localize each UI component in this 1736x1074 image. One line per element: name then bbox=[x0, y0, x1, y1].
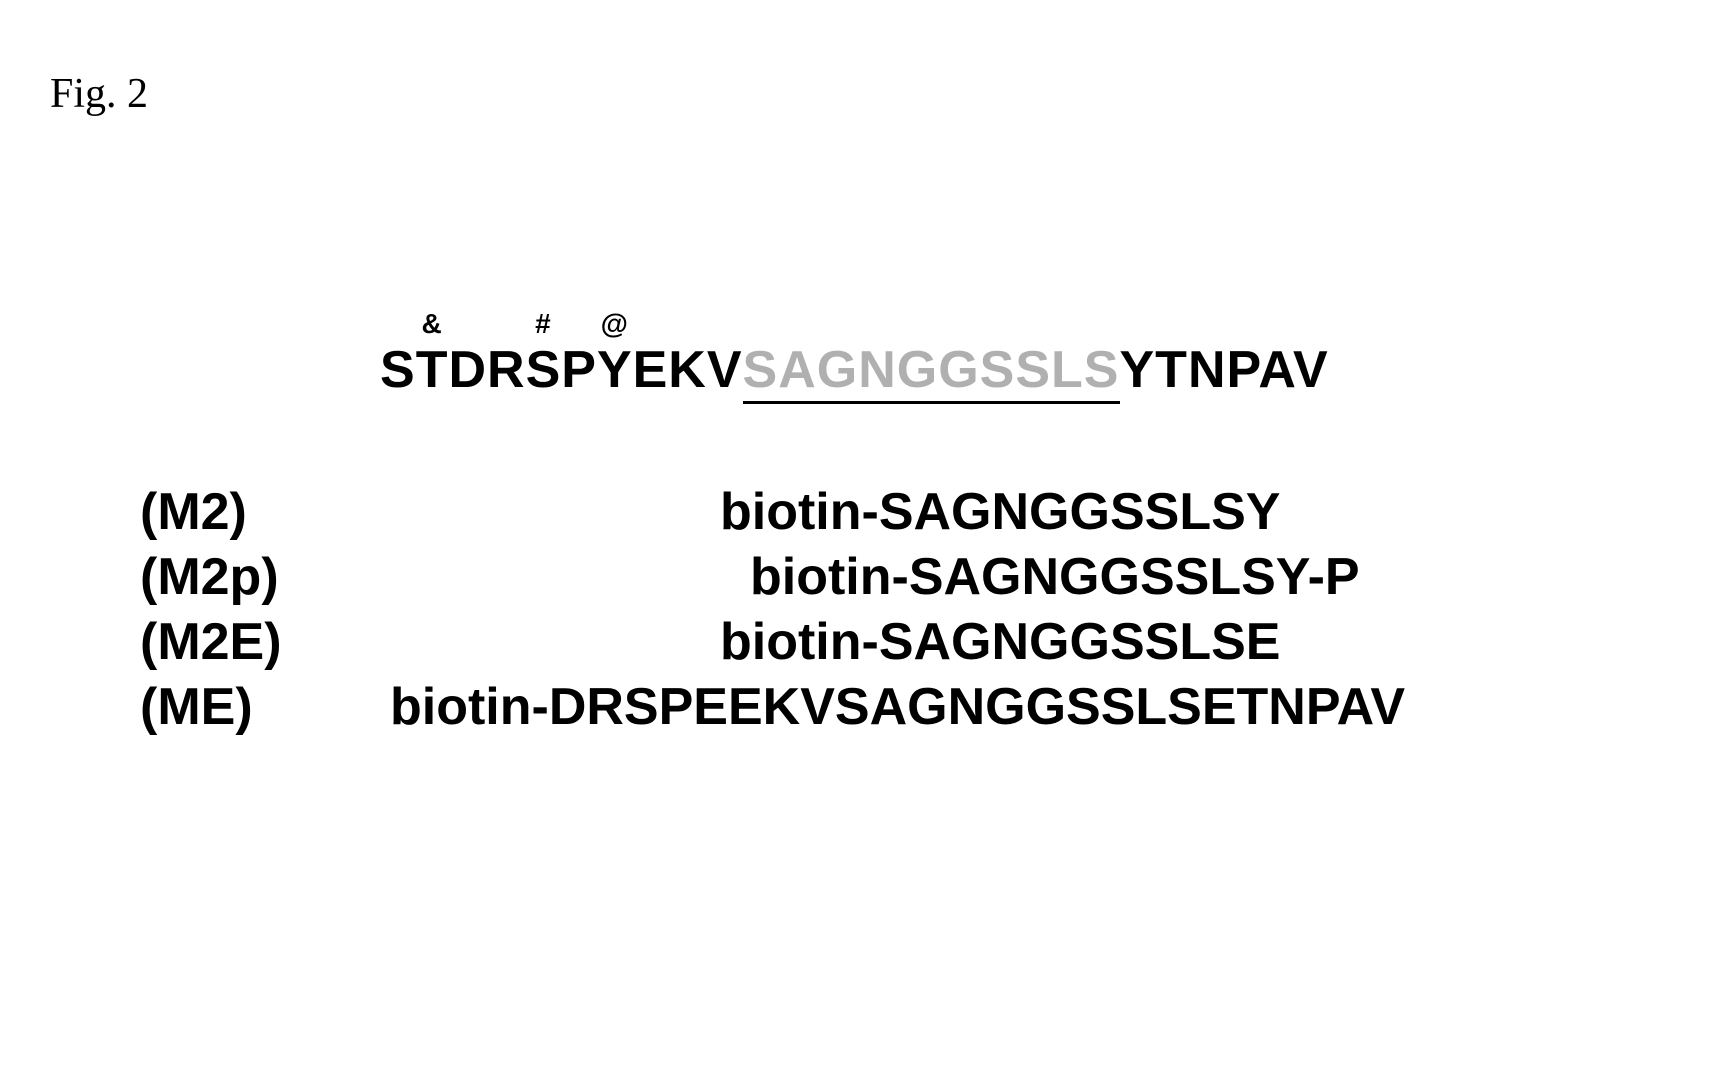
peptide-sequence: biotin-SAGNGGSSLSY bbox=[390, 480, 1596, 545]
peptide-list: (M2)biotin-SAGNGGSSLSY(M2p)biotin-SAGNGG… bbox=[140, 480, 1596, 740]
peptide-label: (M2) bbox=[140, 480, 390, 545]
annotation-mark: # bbox=[535, 308, 552, 340]
sequence-residue: DR bbox=[448, 341, 525, 399]
sequence-residue: SAGNGGSSLS bbox=[743, 341, 1120, 404]
peptide-sequence: biotin-DRSPEEKVSAGNGGSSLSETNPAV bbox=[390, 675, 1596, 740]
sequence-residue-annotated: Y@ bbox=[597, 340, 633, 400]
peptide-label: (ME) bbox=[140, 675, 390, 740]
peptide-row: (M2E)biotin-SAGNGGSSLSE bbox=[140, 610, 1596, 675]
annotation-mark: @ bbox=[601, 308, 629, 340]
sequence-residue: S bbox=[380, 341, 416, 399]
sequence-residue-annotated: T& bbox=[416, 340, 449, 400]
peptide-row: (M2p)biotin-SAGNGGSSLSY-P bbox=[140, 545, 1596, 610]
sequence-residue: P bbox=[561, 341, 597, 399]
sequence-residue: EKV bbox=[633, 341, 743, 399]
peptide-row: (M2)biotin-SAGNGGSSLSY bbox=[140, 480, 1596, 545]
figure-label: Fig. 2 bbox=[50, 70, 148, 118]
peptide-label: (M2E) bbox=[140, 610, 390, 675]
peptide-sequence: biotin-SAGNGGSSLSY-P bbox=[390, 545, 1596, 610]
figure-content: ST&DRS#PY@EKVSAGNGGSSLSYTNPAV (M2)biotin… bbox=[140, 340, 1596, 740]
sequence-residue-annotated: S# bbox=[526, 340, 562, 400]
peptide-row: (ME)biotin-DRSPEEKVSAGNGGSSLSETNPAV bbox=[140, 675, 1596, 740]
peptide-sequence: biotin-SAGNGGSSLSE bbox=[390, 610, 1596, 675]
top-sequence: ST&DRS#PY@EKVSAGNGGSSLSYTNPAV bbox=[380, 340, 1596, 400]
peptide-label: (M2p) bbox=[140, 545, 390, 610]
annotation-mark: & bbox=[421, 308, 442, 340]
sequence-residue: YTNPAV bbox=[1120, 341, 1329, 399]
